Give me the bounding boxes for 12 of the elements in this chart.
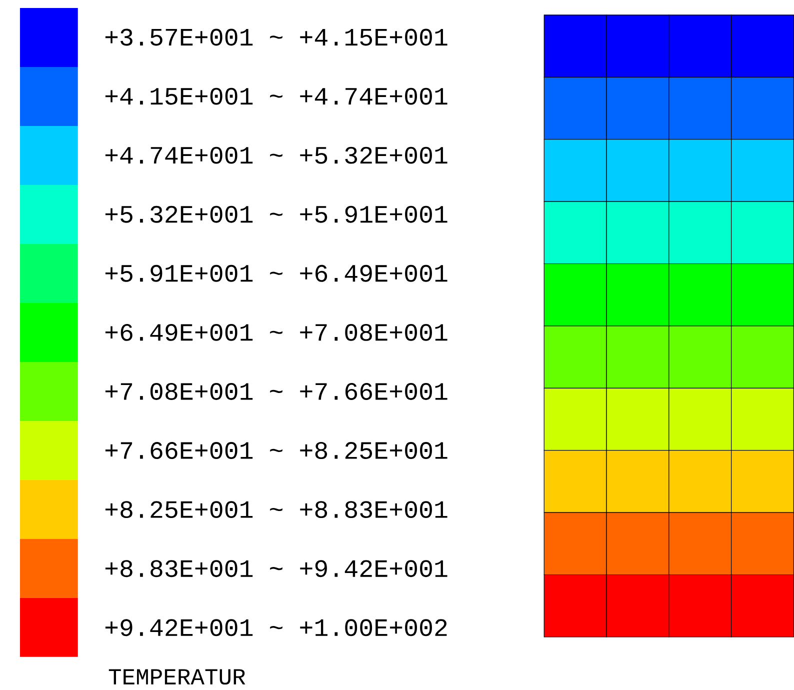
color-bar-label: +8.25E+001 ~ +8.83E+001 (105, 501, 448, 518)
color-bar-label: +8.83E+001 ~ +9.42E+001 (105, 560, 448, 578)
color-bar-label: +3.57E+001 ~ +4.15E+001 (105, 28, 448, 46)
color-bar-label: +6.49E+001 ~ +7.08E+001 (105, 324, 448, 341)
color-bar-label: +5.91E+001 ~ +6.49E+001 (105, 265, 448, 282)
color-bar-label: +9.42E+001 ~ +1.00E+002 (105, 619, 447, 636)
color-bar-label: +7.08E+001 ~ +7.66E+001 (105, 383, 448, 400)
color-bar-label: +7.66E+001 ~ +8.25E+001 (105, 442, 448, 460)
color-bar-label: +4.15E+001 ~ +4.74E+001 (105, 88, 448, 105)
color-bar-title: TEMPERATUR (108, 669, 246, 685)
color-bar-label: +4.74E+001 ~ +5.32E+001 (105, 146, 448, 164)
color-bar-label: +5.32E+001 ~ +5.91E+001 (105, 206, 448, 223)
